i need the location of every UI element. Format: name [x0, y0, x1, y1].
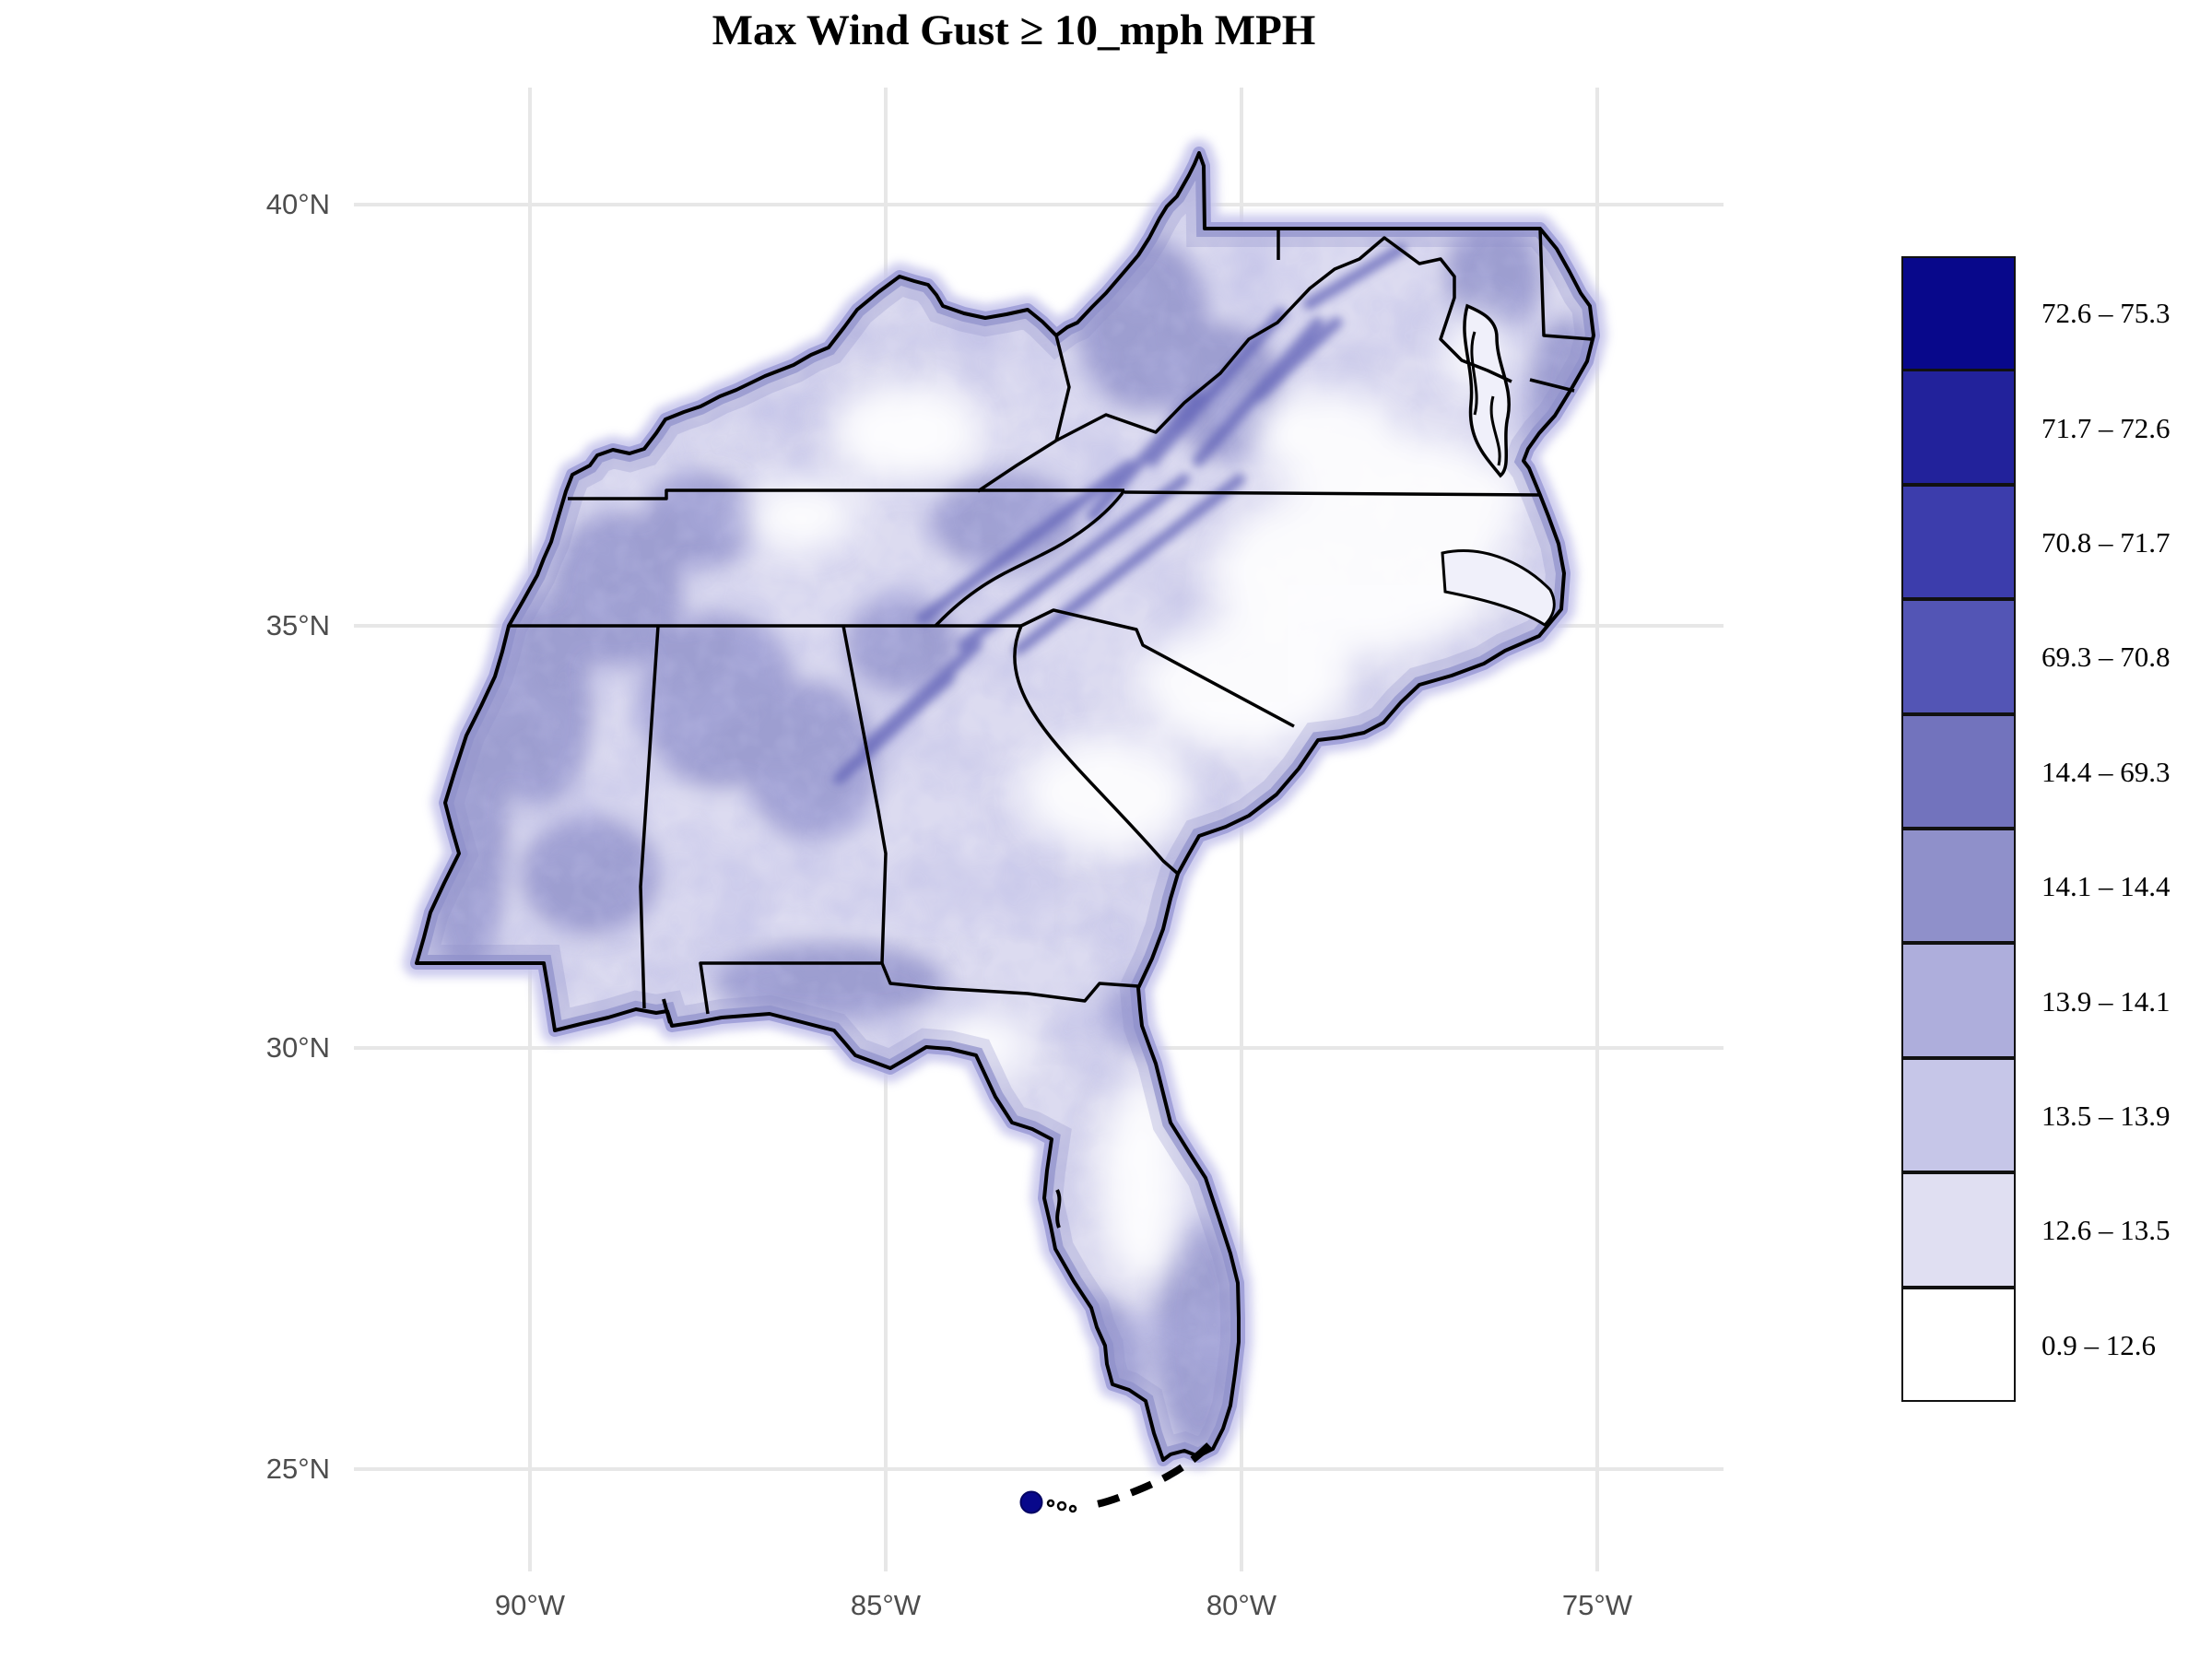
legend-label: 13.9 – 14.1: [2041, 984, 2171, 1018]
pamlico-sound: [1441, 549, 1556, 627]
chesapeake-bay: [1463, 303, 1511, 478]
border-va-nc: [1124, 490, 1541, 497]
legend-row: 14.4 – 69.3: [1901, 713, 2206, 830]
state-borders: [509, 228, 1593, 1015]
florida-keys: [1046, 1442, 1212, 1513]
legend-row: 14.1 – 14.4: [1901, 828, 2206, 944]
legend: 72.6 – 75.3 71.7 – 72.6 70.8 – 71.7 69.3 – …: [1901, 256, 2206, 1403]
border-ga-sc: [1013, 625, 1180, 876]
border-al-ga: [841, 625, 888, 964]
raster-light-patches: [745, 310, 1525, 1286]
legend-label: 71.7 – 72.6: [2041, 411, 2171, 444]
tampa-bay: [1055, 1189, 1062, 1229]
legend-label: 13.5 – 13.9: [2041, 1099, 2171, 1132]
y-tick-label: 30°N: [265, 1031, 330, 1064]
legend-row: 72.6 – 75.3: [1901, 256, 2206, 371]
legend-swatch: [1901, 1287, 2016, 1402]
x-tick-label: 80°W: [1206, 1589, 1277, 1621]
border-ms-al: [639, 625, 660, 1009]
legend-row: 0.9 – 12.6: [1901, 1287, 2206, 1403]
border-ky-tn: [568, 488, 1124, 500]
legend-row: 70.8 – 71.7: [1901, 484, 2206, 600]
y-tick-label: 35°N: [265, 609, 330, 641]
legend-swatch: [1901, 828, 2016, 944]
legend-swatch: [1901, 943, 2016, 1058]
y-tick-label: 25°N: [265, 1453, 330, 1485]
x-tick-label: 90°W: [494, 1589, 566, 1621]
legend-label: 72.6 – 75.3: [2041, 297, 2171, 330]
border-al-fl: [699, 961, 882, 1015]
wind-gust-raster: [417, 153, 1594, 1460]
border-ky-va: [977, 439, 1057, 493]
legend-row: 71.7 – 72.6: [1901, 370, 2206, 485]
y-tick-label: 40°N: [265, 188, 330, 220]
plot-title: Max Wind Gust ≥ 10_mph MPH: [712, 6, 1316, 54]
legend-swatch: [1901, 484, 2016, 600]
water-bodies: [662, 303, 1556, 1229]
legend-swatch: [1901, 370, 2016, 485]
legend-swatch: [1901, 1057, 2016, 1173]
legend-label: 69.3 – 70.8: [2041, 641, 2171, 674]
border-md-de: [1538, 228, 1593, 341]
legend-swatch: [1901, 599, 2016, 714]
max-gust-point: [1019, 1490, 1043, 1514]
border-ky-wv: [1054, 335, 1071, 441]
legend-row: 13.9 – 14.1: [1901, 943, 2206, 1058]
legend-row: 69.3 – 70.8: [1901, 599, 2206, 714]
legend-swatch: [1901, 713, 2016, 829]
legend-label: 14.1 – 14.4: [2041, 870, 2171, 903]
legend-label: 70.8 – 71.7: [2041, 525, 2171, 559]
chesapeake-squiggle: [1470, 331, 1501, 466]
border-md-va-delmarva: [1529, 378, 1575, 393]
x-tick-label: 75°W: [1561, 1589, 1633, 1621]
legend-row: 13.5 – 13.9: [1901, 1057, 2206, 1173]
legend-label: 14.4 – 69.3: [2041, 755, 2171, 788]
x-tick-label: 85°W: [850, 1589, 922, 1621]
border-va-wv-md: [1055, 236, 1512, 442]
legend-swatch: [1901, 1172, 2016, 1288]
legend-swatch: [1901, 256, 2016, 371]
border-tn-nc: [934, 488, 1126, 628]
border-ga-fl: [880, 962, 1139, 1003]
border-nc-sc: [1020, 608, 1295, 728]
legend-label: 0.9 – 12.6: [2041, 1328, 2156, 1361]
legend-row: 12.6 – 13.5: [1901, 1172, 2206, 1288]
legend-label: 12.6 – 13.5: [2041, 1214, 2171, 1247]
